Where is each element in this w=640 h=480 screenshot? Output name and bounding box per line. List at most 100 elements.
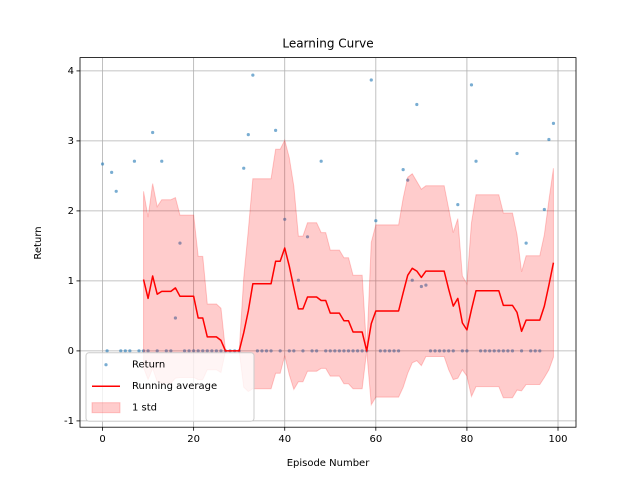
return-point xyxy=(100,162,105,166)
return-point xyxy=(428,349,433,353)
return-point xyxy=(278,349,282,353)
legend-label: 1 std xyxy=(132,403,157,414)
y-tick-label: 4 xyxy=(68,66,74,77)
return-point xyxy=(123,349,127,353)
x-tick-label: 60 xyxy=(369,434,382,445)
return-point xyxy=(141,349,146,353)
return-point xyxy=(210,349,214,353)
return-point xyxy=(119,349,123,353)
return-point xyxy=(447,349,451,353)
return-point xyxy=(128,349,132,353)
return-point xyxy=(192,349,196,353)
return-point xyxy=(333,349,337,353)
return-point xyxy=(474,159,478,163)
legend-marker xyxy=(104,363,108,367)
return-point xyxy=(242,166,246,170)
legend-box xyxy=(85,352,255,422)
return-point xyxy=(515,151,519,156)
return-point xyxy=(196,349,200,353)
return-point xyxy=(406,178,410,182)
return-point xyxy=(319,159,323,163)
return-point xyxy=(396,349,401,353)
return-point xyxy=(246,133,250,137)
return-point xyxy=(151,130,155,135)
return-point xyxy=(205,349,209,353)
x-axis-label: Episode Number xyxy=(287,458,371,469)
return-point xyxy=(315,349,319,353)
return-point xyxy=(187,349,191,353)
legend: Return Running average 1 std xyxy=(85,352,255,422)
legend-label: Running average xyxy=(132,381,217,392)
running-average-line xyxy=(142,247,555,352)
return-point xyxy=(519,349,524,353)
x-tick-label: 100 xyxy=(548,434,567,445)
return-point xyxy=(401,168,405,172)
return-point xyxy=(114,189,118,193)
legend-label: Return xyxy=(132,360,165,371)
return-point xyxy=(346,349,351,353)
return-point xyxy=(160,159,164,163)
return-point xyxy=(296,278,300,282)
return-point xyxy=(529,349,533,353)
return-point xyxy=(255,349,260,353)
return-point xyxy=(392,349,396,353)
return-point xyxy=(105,349,109,353)
x-tick-label: 40 xyxy=(278,434,291,445)
return-point xyxy=(110,170,114,174)
return-point xyxy=(369,78,373,82)
return-point xyxy=(283,217,287,221)
y-tick-label: 2 xyxy=(68,206,74,217)
return-point xyxy=(342,349,346,353)
return-point xyxy=(155,349,159,353)
return-point xyxy=(360,349,364,353)
return-point xyxy=(178,241,182,245)
return-point xyxy=(497,349,501,353)
axes-frame xyxy=(79,57,577,428)
return-point xyxy=(383,349,387,353)
return-point xyxy=(356,349,360,353)
return-point xyxy=(424,283,428,287)
return-point xyxy=(533,349,537,353)
return-point xyxy=(465,349,469,353)
return-point xyxy=(137,349,141,353)
return-point xyxy=(169,349,173,353)
return-point xyxy=(374,219,378,223)
return-point xyxy=(324,349,328,353)
return-point xyxy=(460,349,464,353)
return-point xyxy=(451,349,455,353)
return-point xyxy=(173,316,178,320)
y-tick-label: 1 xyxy=(68,276,74,287)
return-point xyxy=(483,349,487,353)
return-point xyxy=(501,349,505,353)
return-point xyxy=(287,349,291,353)
return-point xyxy=(219,349,223,353)
return-point xyxy=(538,349,542,353)
y-tick-label: 3 xyxy=(68,136,74,147)
return-point xyxy=(301,349,305,353)
return-point xyxy=(456,203,460,207)
return-point xyxy=(478,349,483,353)
return-point xyxy=(410,278,414,282)
x-tick-label: 80 xyxy=(461,434,474,445)
return-point xyxy=(201,349,205,353)
plot-area xyxy=(100,73,556,407)
return-point xyxy=(506,349,510,353)
return-point xyxy=(415,102,419,107)
y-tick-label: -1 xyxy=(64,416,74,427)
return-point xyxy=(488,349,492,353)
return-point xyxy=(547,137,551,142)
return-point xyxy=(264,349,269,353)
return-point xyxy=(328,349,332,353)
return-point xyxy=(269,349,273,353)
return-point xyxy=(524,241,528,245)
return-point xyxy=(419,284,423,289)
return-point xyxy=(164,349,168,353)
return-point xyxy=(510,349,515,353)
return-point xyxy=(292,349,296,353)
return-point xyxy=(305,235,310,239)
legend-marker xyxy=(91,402,121,414)
return-point xyxy=(551,121,556,125)
return-point xyxy=(182,349,187,353)
